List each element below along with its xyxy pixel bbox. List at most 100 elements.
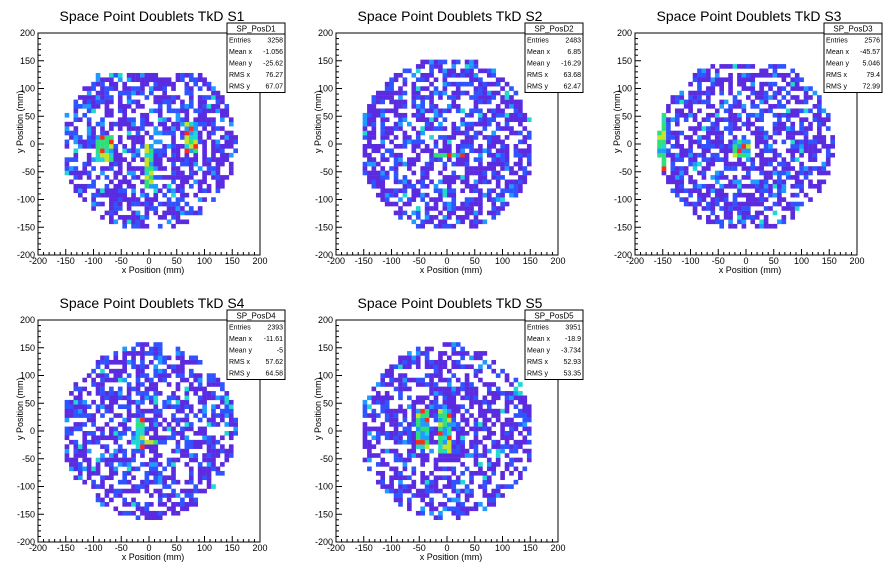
histogram-bin	[491, 108, 497, 114]
histogram-bin	[100, 157, 105, 162]
histogram-bin	[220, 148, 225, 154]
histogram-bin	[719, 197, 724, 202]
histogram-bin	[697, 135, 702, 140]
histogram-bin	[759, 95, 764, 100]
histogram-bin	[389, 166, 394, 171]
histogram-bin	[478, 368, 483, 374]
histogram-bin	[438, 192, 443, 198]
histogram-bin	[157, 435, 163, 441]
histogram-bin	[688, 179, 693, 185]
histogram-bin	[64, 444, 70, 449]
histogram-bin	[424, 426, 430, 432]
histogram-bin	[69, 166, 74, 171]
histogram-bin	[393, 422, 399, 427]
histogram-bin	[113, 448, 119, 454]
x-axis-label: x Position (mm)	[719, 265, 782, 275]
histogram-bin	[526, 148, 532, 154]
histogram-bin	[455, 391, 461, 396]
histogram-bin	[228, 431, 234, 436]
histogram-bin	[424, 108, 430, 114]
histogram-bin	[153, 422, 159, 427]
histogram-bin	[95, 139, 101, 145]
histogram-bin	[77, 139, 83, 145]
histogram-bin	[763, 72, 769, 78]
histogram-bin	[171, 364, 176, 370]
histogram-bin	[393, 157, 399, 162]
histogram-bin	[109, 368, 114, 374]
histogram-bin	[526, 117, 532, 122]
histogram-bin	[380, 382, 386, 387]
histogram-bin	[464, 72, 470, 78]
histogram-bin	[451, 152, 457, 158]
histogram-bin	[411, 466, 417, 472]
histogram-bin	[701, 117, 707, 122]
histogram-bin	[518, 175, 523, 180]
histogram-bin	[82, 422, 88, 427]
histogram-bin	[122, 215, 127, 220]
histogram-bin	[362, 117, 368, 122]
histogram-bin	[429, 104, 434, 109]
histogram-bin	[509, 86, 514, 91]
histogram-bin	[233, 426, 238, 432]
histogram-bin	[380, 426, 386, 432]
histogram-bin	[460, 417, 465, 423]
histogram-bin	[197, 166, 203, 171]
histogram-bin	[768, 135, 773, 140]
histogram-bin	[504, 391, 510, 396]
histogram-bin	[162, 377, 167, 383]
histogram-bin	[371, 386, 377, 392]
histogram-bin	[679, 183, 685, 189]
histogram-bin	[166, 355, 172, 361]
histogram-bin	[402, 112, 408, 118]
histogram-bin	[491, 470, 497, 476]
histogram-bin	[478, 355, 483, 361]
histogram-bin	[464, 59, 470, 65]
histogram-bin	[224, 157, 230, 162]
histogram-bin	[157, 166, 163, 171]
histogram-bin	[220, 108, 225, 114]
histogram-bin	[513, 161, 519, 167]
histogram-bin	[666, 175, 671, 180]
histogram-bin	[473, 448, 479, 454]
histogram-bin	[140, 506, 145, 512]
histogram-bin	[149, 502, 154, 507]
stats-label: RMS x	[826, 72, 848, 79]
histogram-bin	[447, 457, 452, 463]
histogram-bin	[777, 130, 782, 136]
histogram-bin	[469, 444, 474, 449]
x-tick-label: 50	[172, 256, 182, 266]
histogram-bin	[69, 404, 74, 409]
histogram-bin	[509, 117, 514, 122]
histogram-bin	[772, 68, 778, 74]
histogram-bin	[763, 148, 769, 154]
histogram-bin	[109, 219, 114, 225]
histogram-bin	[424, 95, 430, 100]
stats-label: RMS y	[527, 84, 549, 91]
histogram-bin	[710, 188, 716, 194]
histogram-bin	[188, 183, 194, 189]
histogram-bin	[188, 86, 194, 91]
histogram-bin	[193, 117, 199, 122]
histogram-bin	[153, 175, 159, 180]
histogram-bin	[64, 166, 70, 171]
histogram-bin	[131, 484, 136, 489]
histogram-bin	[688, 201, 693, 207]
histogram-bin	[772, 223, 778, 229]
histogram-bin	[153, 81, 159, 87]
histogram-bin	[821, 135, 827, 140]
histogram-bin	[131, 466, 136, 472]
histogram-bin	[380, 117, 386, 122]
histogram-bin	[429, 373, 434, 378]
histogram-bin	[460, 470, 465, 476]
histogram-bin	[144, 373, 150, 378]
histogram-bin	[407, 135, 412, 140]
histogram-bin	[398, 157, 403, 162]
histogram-bin	[518, 117, 523, 122]
histogram-bin	[504, 148, 510, 154]
histogram-bin	[95, 192, 101, 198]
histogram-bin	[140, 342, 145, 347]
histogram-bin	[104, 144, 110, 149]
histogram-bin	[175, 351, 181, 356]
histogram-bin	[104, 448, 110, 454]
histogram-bin	[447, 404, 452, 409]
